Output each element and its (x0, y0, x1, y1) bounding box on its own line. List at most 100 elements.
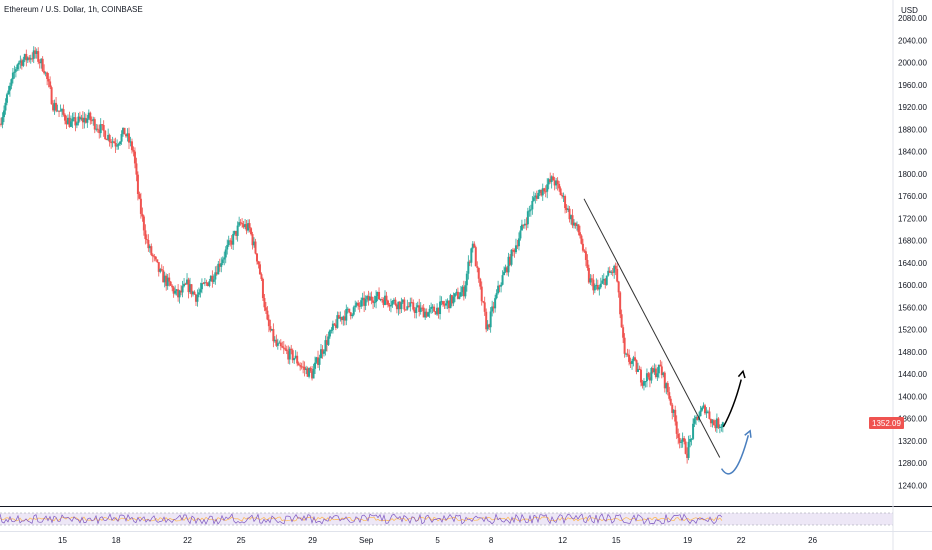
candle-body (517, 238, 520, 247)
candle-body (352, 307, 355, 315)
candle (233, 230, 236, 236)
candle-body (604, 278, 607, 285)
candle (47, 73, 50, 88)
candle-body (516, 245, 519, 247)
candle (337, 311, 340, 319)
candle (229, 238, 232, 247)
candle (611, 267, 614, 277)
candle-body (650, 368, 653, 381)
candle (65, 115, 68, 130)
candle-body (447, 300, 450, 309)
candle-body (81, 117, 84, 123)
candle (206, 282, 209, 287)
candle-body (178, 290, 181, 298)
candle (130, 138, 133, 154)
candle-body (458, 296, 461, 299)
candle (194, 293, 197, 306)
candle-body (376, 291, 379, 297)
price-tick-label: 1560.00 (898, 303, 927, 312)
candle-body (416, 305, 419, 308)
candle-body (592, 279, 595, 291)
candle-body (78, 116, 81, 120)
candle (709, 418, 712, 428)
candle-body (717, 418, 720, 428)
candle-body (718, 426, 721, 428)
last-price-label: 1352.09 (872, 419, 901, 428)
candle (473, 241, 476, 248)
candle (261, 277, 264, 301)
candle (44, 71, 47, 77)
candle-body (442, 301, 445, 305)
candle (376, 291, 379, 302)
candle-body (191, 291, 194, 295)
time-axis[interactable]: 15 18 22 25 29 Sep 5 8 12 15 19 22 26 (0, 531, 932, 546)
candle-body (269, 326, 272, 331)
candle-body (381, 299, 384, 301)
candle (135, 157, 138, 182)
candle-body (406, 306, 409, 310)
candle-body (467, 261, 470, 274)
candle (383, 290, 386, 306)
candle-body (108, 134, 111, 143)
candle-body (144, 230, 147, 240)
candle (701, 406, 704, 412)
candle (107, 128, 110, 141)
candle-body (59, 110, 62, 112)
candle (168, 272, 171, 287)
candle (175, 289, 178, 296)
candle-body (278, 342, 281, 344)
candle (690, 438, 693, 446)
candle (324, 335, 327, 356)
candle (578, 225, 581, 239)
candle (605, 275, 608, 286)
drawing-layer[interactable] (583, 198, 752, 475)
candle (273, 336, 276, 343)
candle-body (50, 87, 53, 105)
candle (171, 284, 174, 292)
candle-body (242, 224, 245, 228)
candle-body (196, 294, 199, 302)
candle (193, 290, 196, 295)
candle-body (418, 305, 421, 312)
candle (361, 292, 364, 307)
candle (440, 296, 443, 306)
candle-body (537, 192, 540, 199)
candle-body (669, 398, 672, 405)
candle-body (61, 109, 64, 111)
candle (336, 311, 339, 329)
candle (169, 280, 172, 287)
candle (163, 271, 166, 288)
price-tick-label: 1720.00 (898, 214, 927, 223)
candle (370, 291, 373, 305)
candle-body (445, 303, 448, 306)
candle (147, 234, 150, 252)
time-tick-label: 15 (612, 536, 621, 545)
candle-body (315, 357, 318, 363)
candle (479, 277, 482, 290)
candle-body (430, 307, 433, 309)
candle (302, 360, 305, 374)
candle (126, 128, 129, 142)
candle (214, 266, 217, 285)
candle (319, 343, 322, 359)
candle-body (703, 405, 706, 414)
candle-body (96, 128, 99, 130)
candle (212, 274, 215, 284)
candle (13, 65, 16, 79)
candle (415, 302, 418, 319)
candle-body (291, 350, 294, 361)
time-tick-label: 5 (435, 536, 440, 545)
candle-body (465, 273, 468, 286)
candle-body (263, 298, 266, 308)
candle (333, 322, 336, 326)
candle (78, 111, 81, 122)
candle (608, 266, 611, 273)
candle-body (464, 285, 467, 297)
candle (422, 303, 425, 318)
candle-body (558, 183, 561, 189)
projection-up-arrow (722, 369, 746, 428)
candle-body (328, 330, 331, 337)
candle (348, 308, 351, 314)
